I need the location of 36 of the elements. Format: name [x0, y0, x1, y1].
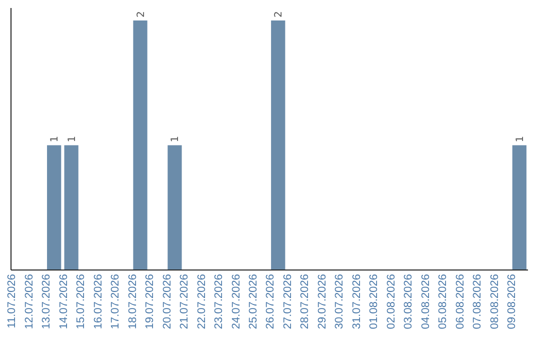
- x-tick-label: 07.08.2026: [472, 274, 484, 330]
- data-label: 1: [50, 136, 61, 142]
- x-tick-label: 08.08.2026: [488, 274, 501, 330]
- x-tick-label: 15.07.2026: [75, 274, 88, 330]
- x-tick-label: 25.07.2026: [247, 274, 260, 330]
- x-tick-label: 30.07.2026: [334, 274, 346, 330]
- x-tick-label: 01.08.2026: [368, 274, 380, 330]
- x-tick-label: 03.08.2026: [402, 274, 415, 330]
- x-tick-label: 14.07.2026: [58, 274, 70, 330]
- x-tick-label: 20.07.2026: [161, 274, 174, 330]
- x-tick-label: 12.07.2026: [23, 274, 36, 330]
- x-tick-label: 26.07.2026: [264, 274, 277, 330]
- x-tick-label: 19.07.2026: [144, 274, 156, 330]
- data-label: 1: [514, 136, 526, 142]
- x-tick-label: 06.08.2026: [454, 274, 466, 330]
- x-tick-label: 04.08.2026: [420, 274, 432, 330]
- x-tick-label: 21.07.2026: [178, 274, 191, 330]
- data-label: 1: [170, 136, 182, 142]
- x-tick-label: 23.07.2026: [213, 274, 226, 330]
- x-tick-label: 31.07.2026: [350, 274, 363, 330]
- data-label: 1: [66, 136, 78, 142]
- data-label: 2: [136, 11, 147, 18]
- x-tick-label: 29.07.2026: [316, 274, 328, 330]
- x-tick-label: 18.07.2026: [126, 274, 139, 330]
- x-tick-label: 24.07.2026: [230, 274, 242, 330]
- x-tick-label: 13.07.2026: [40, 274, 53, 330]
- x-tick-label: 27.07.2026: [282, 274, 294, 330]
- x-tick-label: 05.08.2026: [437, 274, 450, 330]
- x-tick-label: 11.07.2026: [6, 274, 18, 328]
- x-tick-label: 22.07.2026: [196, 274, 208, 330]
- x-tick-label: 02.08.2026: [385, 274, 398, 330]
- x-tick-label: 28.07.2026: [299, 274, 312, 330]
- x-tick-label: 16.07.2026: [92, 274, 104, 330]
- x-tick-label: 09.08.2026: [506, 274, 518, 330]
- x-tick-label: 17.07.2026: [110, 274, 122, 330]
- data-label: 2: [274, 11, 285, 18]
